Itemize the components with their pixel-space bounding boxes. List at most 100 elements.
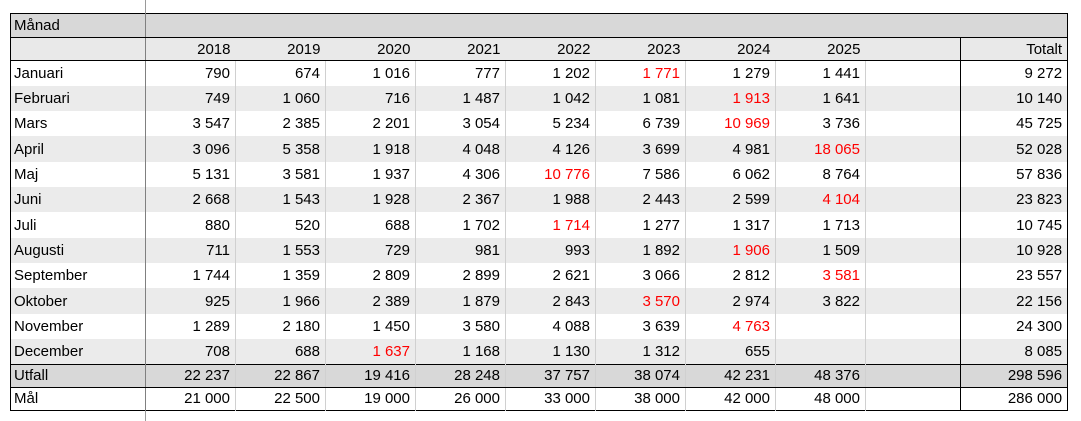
cell-januari-2023[interactable]: 1 771 (595, 60, 686, 86)
cell-augusti-2021[interactable]: 981 (415, 237, 506, 264)
year-header-2019[interactable]: 2019 (235, 37, 326, 61)
cell-april-2022[interactable]: 4 126 (505, 136, 596, 162)
cell-januari-2020[interactable]: 1 016 (325, 60, 416, 86)
cell-december-2018[interactable]: 708 (145, 339, 236, 365)
cell-oktober-2024[interactable]: 2 974 (685, 288, 776, 314)
row-label-december[interactable]: December (10, 339, 146, 365)
cell-juni-totalt[interactable]: 23 823 (959, 187, 1068, 213)
cell-maj-2024[interactable]: 6 062 (685, 161, 776, 188)
cell-mal-2019[interactable]: 22 500 (235, 387, 326, 411)
cell-maj-totalt[interactable]: 57 836 (959, 161, 1068, 188)
header-spacer[interactable] (145, 13, 1068, 38)
cell-december-2019[interactable]: 688 (235, 339, 326, 365)
row-label-september[interactable]: September (10, 263, 146, 289)
total-header[interactable]: Totalt (959, 37, 1068, 61)
cell-januari-2021[interactable]: 777 (415, 60, 506, 86)
cell-oktober-2025[interactable]: 3 822 (775, 288, 866, 314)
cell-oktober-2020[interactable]: 2 389 (325, 288, 416, 314)
cell-mal-2021[interactable]: 26 000 (415, 387, 506, 411)
cell-december-totalt[interactable]: 8 085 (959, 339, 1068, 365)
year-header-2021[interactable]: 2021 (415, 37, 506, 61)
row-label-januari[interactable]: Januari (10, 60, 146, 86)
cell-maj-2018[interactable]: 5 131 (145, 161, 236, 188)
cell-maj-2020[interactable]: 1 937 (325, 161, 416, 188)
cell-februari-2020[interactable]: 716 (325, 85, 416, 112)
cell-oktober-2021[interactable]: 1 879 (415, 288, 506, 314)
cell-februari-2022[interactable]: 1 042 (505, 85, 596, 112)
cell-juni-2022[interactable]: 1 988 (505, 187, 596, 213)
cell-juni-2023[interactable]: 2 443 (595, 187, 686, 213)
cell-oktober-2022[interactable]: 2 843 (505, 288, 596, 314)
cell-september-2018[interactable]: 1 744 (145, 263, 236, 289)
row-label-november[interactable]: November (10, 313, 146, 340)
cell-december-2025[interactable] (775, 339, 866, 365)
cell-november-2019[interactable]: 2 180 (235, 313, 326, 340)
cell-utfall-2023[interactable]: 38 074 (595, 363, 686, 388)
corner-header-manad[interactable]: Månad (10, 13, 146, 38)
cell-oktober-2019[interactable]: 1 966 (235, 288, 326, 314)
cell-januari-2019[interactable]: 674 (235, 60, 326, 86)
cell-augusti-totalt[interactable]: 10 928 (959, 237, 1068, 264)
cell-juli-2019[interactable]: 520 (235, 212, 326, 238)
empty-column-cell[interactable] (866, 136, 961, 161)
cell-november-2020[interactable]: 1 450 (325, 313, 416, 340)
cell-september-2023[interactable]: 3 066 (595, 263, 686, 289)
row-label-april[interactable]: April (10, 136, 146, 162)
cell-november-2025[interactable] (775, 313, 866, 340)
cell-mal-totalt[interactable]: 286 000 (959, 387, 1068, 411)
empty-column-cell[interactable] (866, 314, 961, 339)
cell-juli-2024[interactable]: 1 317 (685, 212, 776, 238)
cell-september-2025[interactable]: 3 581 (775, 263, 866, 289)
cell-mars-2019[interactable]: 2 385 (235, 111, 326, 137)
cell-april-2020[interactable]: 1 918 (325, 136, 416, 162)
cell-september-2019[interactable]: 1 359 (235, 263, 326, 289)
empty-column-cell[interactable] (866, 238, 961, 263)
cell-mars-2020[interactable]: 2 201 (325, 111, 416, 137)
cell-juli-2023[interactable]: 1 277 (595, 212, 686, 238)
row-label-oktober[interactable]: Oktober (10, 288, 146, 314)
cell-juni-2024[interactable]: 2 599 (685, 187, 776, 213)
cell-januari-2025[interactable]: 1 441 (775, 60, 866, 86)
row-label-augusti[interactable]: Augusti (10, 237, 146, 264)
cell-juli-2021[interactable]: 1 702 (415, 212, 506, 238)
row-label-maj[interactable]: Maj (10, 161, 146, 188)
cell-augusti-2019[interactable]: 1 553 (235, 237, 326, 264)
cell-november-2023[interactable]: 3 639 (595, 313, 686, 340)
cell-oktober-2023[interactable]: 3 570 (595, 288, 686, 314)
cell-april-totalt[interactable]: 52 028 (959, 136, 1068, 162)
cell-november-2021[interactable]: 3 580 (415, 313, 506, 340)
year-header-2025[interactable]: 2025 (775, 37, 866, 61)
cell-februari-2024[interactable]: 1 913 (685, 85, 776, 112)
empty-column-cell[interactable] (866, 263, 961, 288)
cell-augusti-2020[interactable]: 729 (325, 237, 416, 264)
cell-mal-2022[interactable]: 33 000 (505, 387, 596, 411)
cell-april-2019[interactable]: 5 358 (235, 136, 326, 162)
cell-augusti-2024[interactable]: 1 906 (685, 237, 776, 264)
cell-april-2023[interactable]: 3 699 (595, 136, 686, 162)
cell-juni-2018[interactable]: 2 668 (145, 187, 236, 213)
cell-december-2023[interactable]: 1 312 (595, 339, 686, 365)
cell-utfall-2024[interactable]: 42 231 (685, 363, 776, 388)
cell-juli-2025[interactable]: 1 713 (775, 212, 866, 238)
cell-september-totalt[interactable]: 23 557 (959, 263, 1068, 289)
cell-mal-2025[interactable]: 48 000 (775, 387, 866, 411)
cell-mars-2018[interactable]: 3 547 (145, 111, 236, 137)
cell-juli-totalt[interactable]: 10 745 (959, 212, 1068, 238)
empty-column-cell[interactable] (866, 111, 961, 136)
cell-utfall-2021[interactable]: 28 248 (415, 363, 506, 388)
cell-december-2020[interactable]: 1 637 (325, 339, 416, 365)
cell-augusti-2022[interactable]: 993 (505, 237, 596, 264)
cell-mars-2021[interactable]: 3 054 (415, 111, 506, 137)
year-header-2018[interactable]: 2018 (145, 37, 236, 61)
year-header-blank-cell[interactable] (10, 37, 146, 61)
cell-november-2024[interactable]: 4 763 (685, 313, 776, 340)
row-label-mars[interactable]: Mars (10, 111, 146, 137)
cell-juli-2018[interactable]: 880 (145, 212, 236, 238)
row-label-mal[interactable]: Mål (10, 387, 146, 411)
cell-juli-2020[interactable]: 688 (325, 212, 416, 238)
cell-mal-2024[interactable]: 42 000 (685, 387, 776, 411)
year-header-2022[interactable]: 2022 (505, 37, 596, 61)
empty-column-cell[interactable] (866, 162, 961, 187)
cell-juni-2019[interactable]: 1 543 (235, 187, 326, 213)
row-label-juli[interactable]: Juli (10, 212, 146, 238)
